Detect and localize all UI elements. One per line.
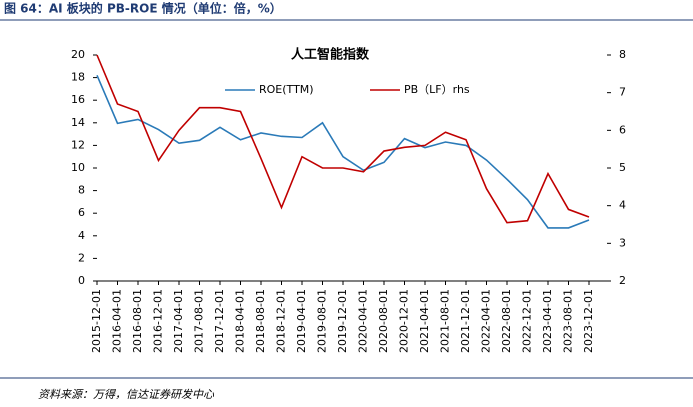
x-tick-label: 2018-12-01 [275,289,288,353]
x-tick-label: 2023-04-01 [541,289,554,353]
source: 资料来源：万得，信达证券研发中心 [38,388,215,401]
x-tick-label: 2016-12-01 [152,289,165,353]
x-tick-label: 2018-08-01 [254,289,267,353]
y-tick-label: 18 [71,71,85,84]
y-tick-label: 10 [71,161,85,174]
x-tick-label: 2021-04-01 [418,289,431,353]
x-tick-label: 2022-12-01 [521,289,534,353]
x-tick-label: 2017-08-01 [193,289,206,353]
x-tick-label: 2020-08-01 [377,289,390,353]
y-tick-label: 0 [78,274,85,287]
y-tick-label: 16 [71,93,85,106]
x-tick-label: 2019-08-01 [316,289,329,353]
y-tick-label: 20 [71,48,85,61]
y2-tick-label: 6 [619,123,626,136]
y2-tick-label: 8 [619,48,626,61]
y-tick-label: 12 [71,138,85,151]
legend-label: ROE(TTM) [259,83,314,96]
series-line [96,54,590,224]
x-tick-label: 2023-08-01 [562,289,575,353]
x-tick-label: 2016-08-01 [131,289,144,353]
y-tick-label: 4 [78,229,85,242]
x-tick-label: 2017-12-01 [213,289,226,353]
y2-tick-label: 2 [619,274,626,287]
x-tick-label: 2022-08-01 [500,289,513,353]
x-tick-label: 2017-04-01 [172,289,185,353]
x-tick-label: 2020-12-01 [398,289,411,353]
y2-tick-label: 5 [619,161,626,174]
y-tick-label: 8 [78,184,85,197]
y-tick-label: 2 [78,251,85,264]
series-line [96,75,590,229]
y2-tick-label: 4 [619,199,626,212]
x-tick-label: 2020-04-01 [357,289,370,353]
x-tick-label: 2021-08-01 [439,289,452,353]
x-tick-label: 2018-04-01 [234,289,247,353]
x-tick-label: 2019-12-01 [336,289,349,353]
legend-label: PB（LF）rhs [404,83,470,96]
x-tick-label: 2023-12-01 [582,289,595,353]
x-tick-label: 2021-12-01 [459,289,472,353]
figure-caption: 图 64：AI 板块的 PB-ROE 情况（单位：倍，%） [4,1,282,16]
x-tick-label: 2022-04-01 [480,289,493,353]
x-tick-label: 2015-12-01 [90,289,103,353]
y-tick-label: 14 [71,116,85,129]
x-tick-label: 2016-04-01 [111,289,124,353]
y-tick-label: 6 [78,206,85,219]
y2-tick-label: 7 [619,86,626,99]
y2-tick-label: 3 [619,236,626,249]
chart-title: 人工智能指数 [291,47,370,63]
x-tick-label: 2019-04-01 [295,289,308,353]
